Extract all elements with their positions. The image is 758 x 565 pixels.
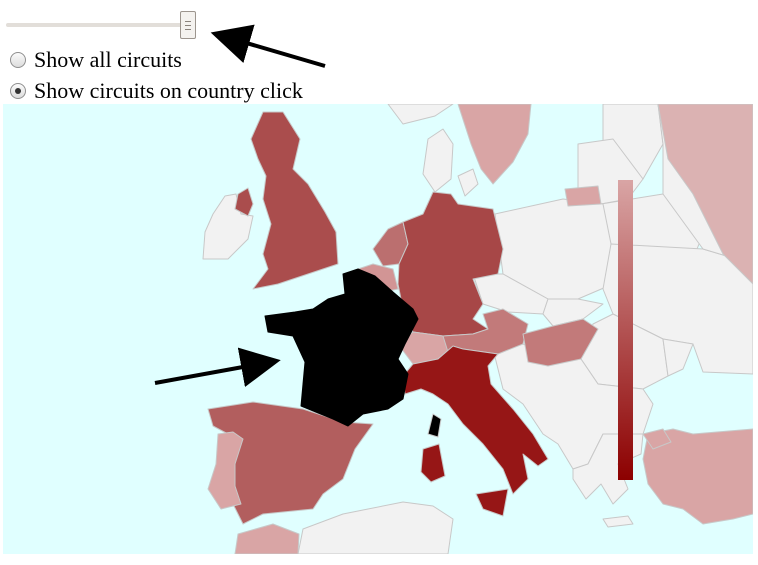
country-crete[interactable]	[602, 515, 634, 528]
country-italy[interactable]	[402, 345, 549, 495]
country-turkey[interactable]	[642, 428, 753, 525]
country-moldova[interactable]	[662, 338, 694, 377]
radio-label: Show all circuits	[34, 47, 182, 72]
country-north-africa[interactable]	[297, 501, 454, 554]
color-scale-legend	[618, 180, 633, 480]
radio-show-circuits-on-click[interactable]: Show circuits on country click	[10, 79, 303, 103]
country-hungary[interactable]	[522, 318, 599, 367]
country-turkey-west[interactable]	[642, 428, 672, 450]
slider-thumb[interactable]	[180, 11, 196, 39]
country-united-kingdom[interactable]	[250, 111, 339, 290]
arrow-pointing-slider	[210, 24, 326, 68]
country-sicily[interactable]	[475, 488, 509, 517]
country-northern-ireland[interactable]	[234, 187, 254, 217]
country-france[interactable]	[264, 268, 419, 427]
country-corsica[interactable]	[427, 413, 442, 438]
radio-checked-dot	[15, 88, 21, 94]
grip-line	[185, 29, 191, 30]
radio-label: Show circuits on country click	[34, 78, 303, 103]
grip-line	[185, 25, 191, 26]
europe-map[interactable]	[3, 104, 753, 554]
range-slider[interactable]	[6, 10, 206, 42]
radio-button[interactable]	[10, 52, 26, 68]
grip-line	[185, 21, 191, 22]
country-sardinia[interactable]	[420, 443, 446, 483]
country-denmark-isles[interactable]	[457, 168, 479, 197]
country-latvia[interactable]	[564, 185, 602, 207]
radio-show-all-circuits[interactable]: Show all circuits	[10, 48, 182, 72]
slider-track[interactable]	[6, 23, 196, 27]
country-germany[interactable]	[397, 191, 504, 337]
radio-button[interactable]	[10, 83, 26, 99]
country-morocco[interactable]	[234, 523, 300, 554]
country-norway[interactable]	[387, 104, 454, 125]
country-russia-east[interactable]	[657, 104, 753, 285]
country-portugal[interactable]	[207, 431, 244, 510]
country-sweden[interactable]	[457, 104, 532, 185]
country-denmark[interactable]	[422, 128, 454, 193]
